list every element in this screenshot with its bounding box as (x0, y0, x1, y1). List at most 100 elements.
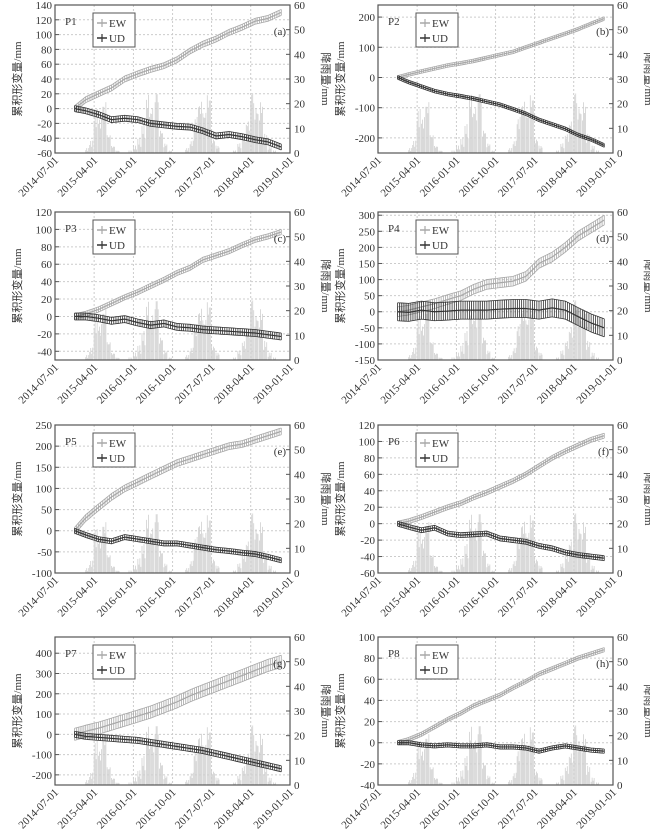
ew-series-line (74, 231, 282, 318)
rain-tick-label: 60 (294, 207, 306, 219)
rain-tick-label: 40 (294, 469, 306, 481)
x-tick-label: 2016-01-01 (95, 575, 140, 620)
y-tick-label: 40 (364, 486, 376, 498)
panel-name: P2 (388, 16, 400, 28)
y-tick-label: 60 (364, 469, 376, 481)
x-tick-label: 2019-01-01 (574, 787, 619, 832)
panel-letter: (a) (274, 26, 287, 38)
y-axis-label-right: 降雨量/mm (642, 52, 650, 106)
legend-box (415, 644, 459, 680)
rain-tick-label: 40 (294, 256, 306, 268)
ud-series-line (397, 307, 605, 329)
ud-series-line (74, 315, 282, 338)
y-tick-label: -40 (360, 780, 375, 792)
legend-box (92, 432, 136, 468)
x-tick-label: 2015-04-01 (55, 155, 100, 200)
y-tick-label: 0 (47, 311, 53, 323)
rain-tick-label: 50 (617, 232, 629, 244)
legend-label: EW (432, 18, 450, 30)
y-axis-label-right: 降雨量/mm (642, 472, 650, 526)
y-tick-label: -20 (37, 118, 52, 130)
y-tick-label: 200 (359, 12, 376, 24)
y-axis-label-left: 累积形变量/mm (333, 673, 347, 749)
y-tick-label: 140 (36, 0, 53, 12)
rain-tick-label: 60 (617, 0, 629, 12)
y-axis-label-right: 降雨量/mm (642, 259, 650, 313)
ew-series-line (74, 434, 282, 535)
x-tick-label: 2016-10-01 (134, 155, 179, 200)
y-axis-label-left: 累积形变量/mm (10, 673, 24, 749)
x-tick-label: 2018-04-01 (212, 787, 257, 832)
panel-p4: -150 -100 -50 0 50 100 150 200 250 300 0 10 20 30 40 50… (333, 207, 650, 406)
y-tick-label: 100 (359, 42, 376, 54)
x-tick-label: 2014-07-01 (16, 787, 61, 832)
ud-series-line (74, 736, 282, 773)
x-tick-label: 2016-10-01 (457, 155, 502, 200)
panel-p6: -60 -40 -20 0 20 40 60 80 100 120 0 10 20 30 40 50 60 201… (333, 420, 650, 619)
rain-tick-label: 50 (294, 232, 306, 244)
rain-tick-label: 60 (294, 420, 306, 432)
panel-p1: -60 -40 -20 0 20 40 60 80 100 120 140 0 10 20 30 40 50 60… (10, 0, 333, 199)
rain-tick-label: 60 (294, 632, 306, 644)
panel-name: P7 (65, 648, 77, 660)
rain-tick-label: 10 (617, 330, 629, 342)
rain-tick-label: 10 (294, 123, 306, 135)
rain-tick-label: 60 (617, 632, 629, 644)
y-tick-label: -100 (355, 103, 376, 115)
y-tick-label: 0 (47, 526, 53, 538)
ew-series-line (74, 430, 282, 532)
y-tick-label: 40 (41, 277, 53, 289)
y-axis-label-left: 累积形变量/mm (10, 41, 24, 117)
legend-label: UD (432, 665, 448, 677)
ew-series-line (74, 667, 282, 741)
rain-tick-label: 30 (294, 494, 306, 506)
y-tick-label: 60 (364, 674, 376, 686)
panel-p2: -200-100010020001020304050602014-07-0120… (333, 0, 650, 199)
x-tick-label: 2017-07-01 (173, 787, 218, 832)
x-tick-label: 2016-10-01 (134, 575, 179, 620)
x-tick-label: 2016-10-01 (457, 787, 502, 832)
rain-tick-label: 20 (617, 519, 629, 531)
ud-series-line (397, 298, 605, 320)
y-tick-label: 0 (370, 519, 376, 531)
y-tick-label: 120 (36, 15, 53, 27)
x-tick-label: 2014-07-01 (339, 575, 384, 620)
legend-label: UD (432, 240, 448, 252)
panel-name: P8 (388, 648, 400, 660)
ud-series-line (74, 530, 282, 561)
y-tick-label: -150 (355, 355, 376, 367)
rain-tick-label: 60 (294, 0, 306, 12)
rain-tick-label: 40 (617, 469, 629, 481)
legend-label: EW (109, 18, 127, 30)
ud-series-line (74, 105, 282, 145)
rain-tick-label: 30 (294, 74, 306, 86)
x-tick-label: 2018-04-01 (212, 575, 257, 620)
rain-tick-label: 0 (617, 568, 623, 580)
x-tick-label: 2019-01-01 (574, 155, 619, 200)
rain-tick-label: 20 (617, 731, 629, 743)
ew-series-line (74, 11, 282, 110)
x-tick-label: 2014-07-01 (16, 155, 61, 200)
rain-tick-label: 60 (617, 420, 629, 432)
rain-tick-label: 20 (294, 731, 306, 743)
ew-series-line (74, 427, 282, 528)
ew-series-line (397, 437, 605, 527)
rain-tick-label: 40 (617, 256, 629, 268)
panel-letter: (c) (274, 233, 287, 245)
legend-label: UD (432, 33, 448, 45)
x-tick-label: 2017-07-01 (173, 575, 218, 620)
y-tick-label: 0 (370, 307, 376, 319)
x-tick-label: 2014-07-01 (16, 362, 61, 407)
panel-letter: (b) (596, 26, 609, 38)
ud-series-line (397, 78, 605, 148)
x-tick-label: 2015-04-01 (378, 575, 423, 620)
rain-tick-label: 0 (617, 355, 623, 367)
rain-tick-label: 0 (294, 355, 300, 367)
y-tick-label: -100 (32, 750, 53, 762)
rain-tick-label: 30 (617, 74, 629, 86)
x-tick-label: 2015-04-01 (55, 575, 100, 620)
y-tick-label: 50 (364, 291, 376, 303)
y-tick-label: 80 (364, 653, 376, 665)
y-tick-label: 80 (364, 453, 376, 465)
y-tick-label: 150 (359, 258, 376, 270)
